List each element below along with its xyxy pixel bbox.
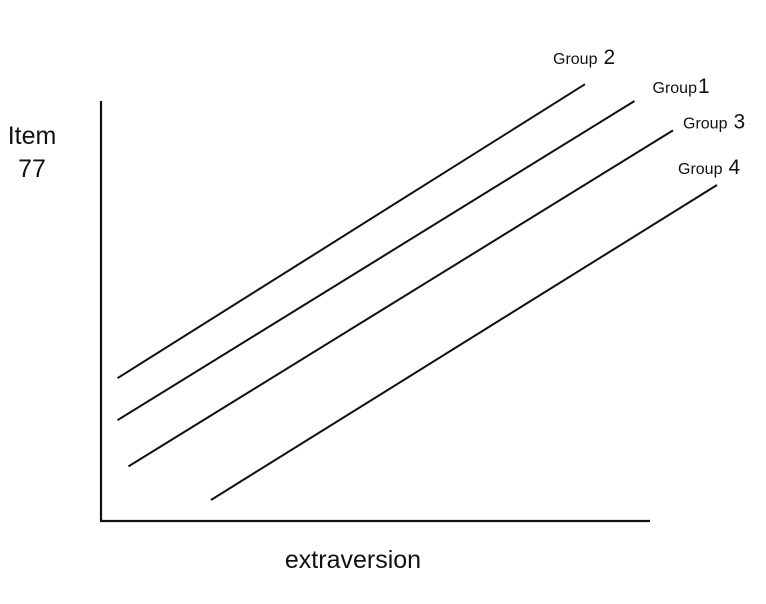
series-line-group1 <box>116 100 636 422</box>
series-label-group1: Group1 <box>653 75 710 98</box>
series-label-group3: Group 3 <box>683 110 745 133</box>
series-label-group4: Group 4 <box>678 156 740 179</box>
y-axis-label-line1: Item <box>7 122 57 150</box>
series-line-group2 <box>116 83 586 380</box>
x-axis-label: extraversion <box>284 546 422 574</box>
series-line-group4 <box>210 184 718 501</box>
series-label-group2: Group 2 <box>553 46 615 69</box>
series-line-group3 <box>127 129 674 468</box>
y-axis-label-line2: 77 <box>18 155 46 183</box>
y-axis-label: Item 77 <box>2 120 62 186</box>
